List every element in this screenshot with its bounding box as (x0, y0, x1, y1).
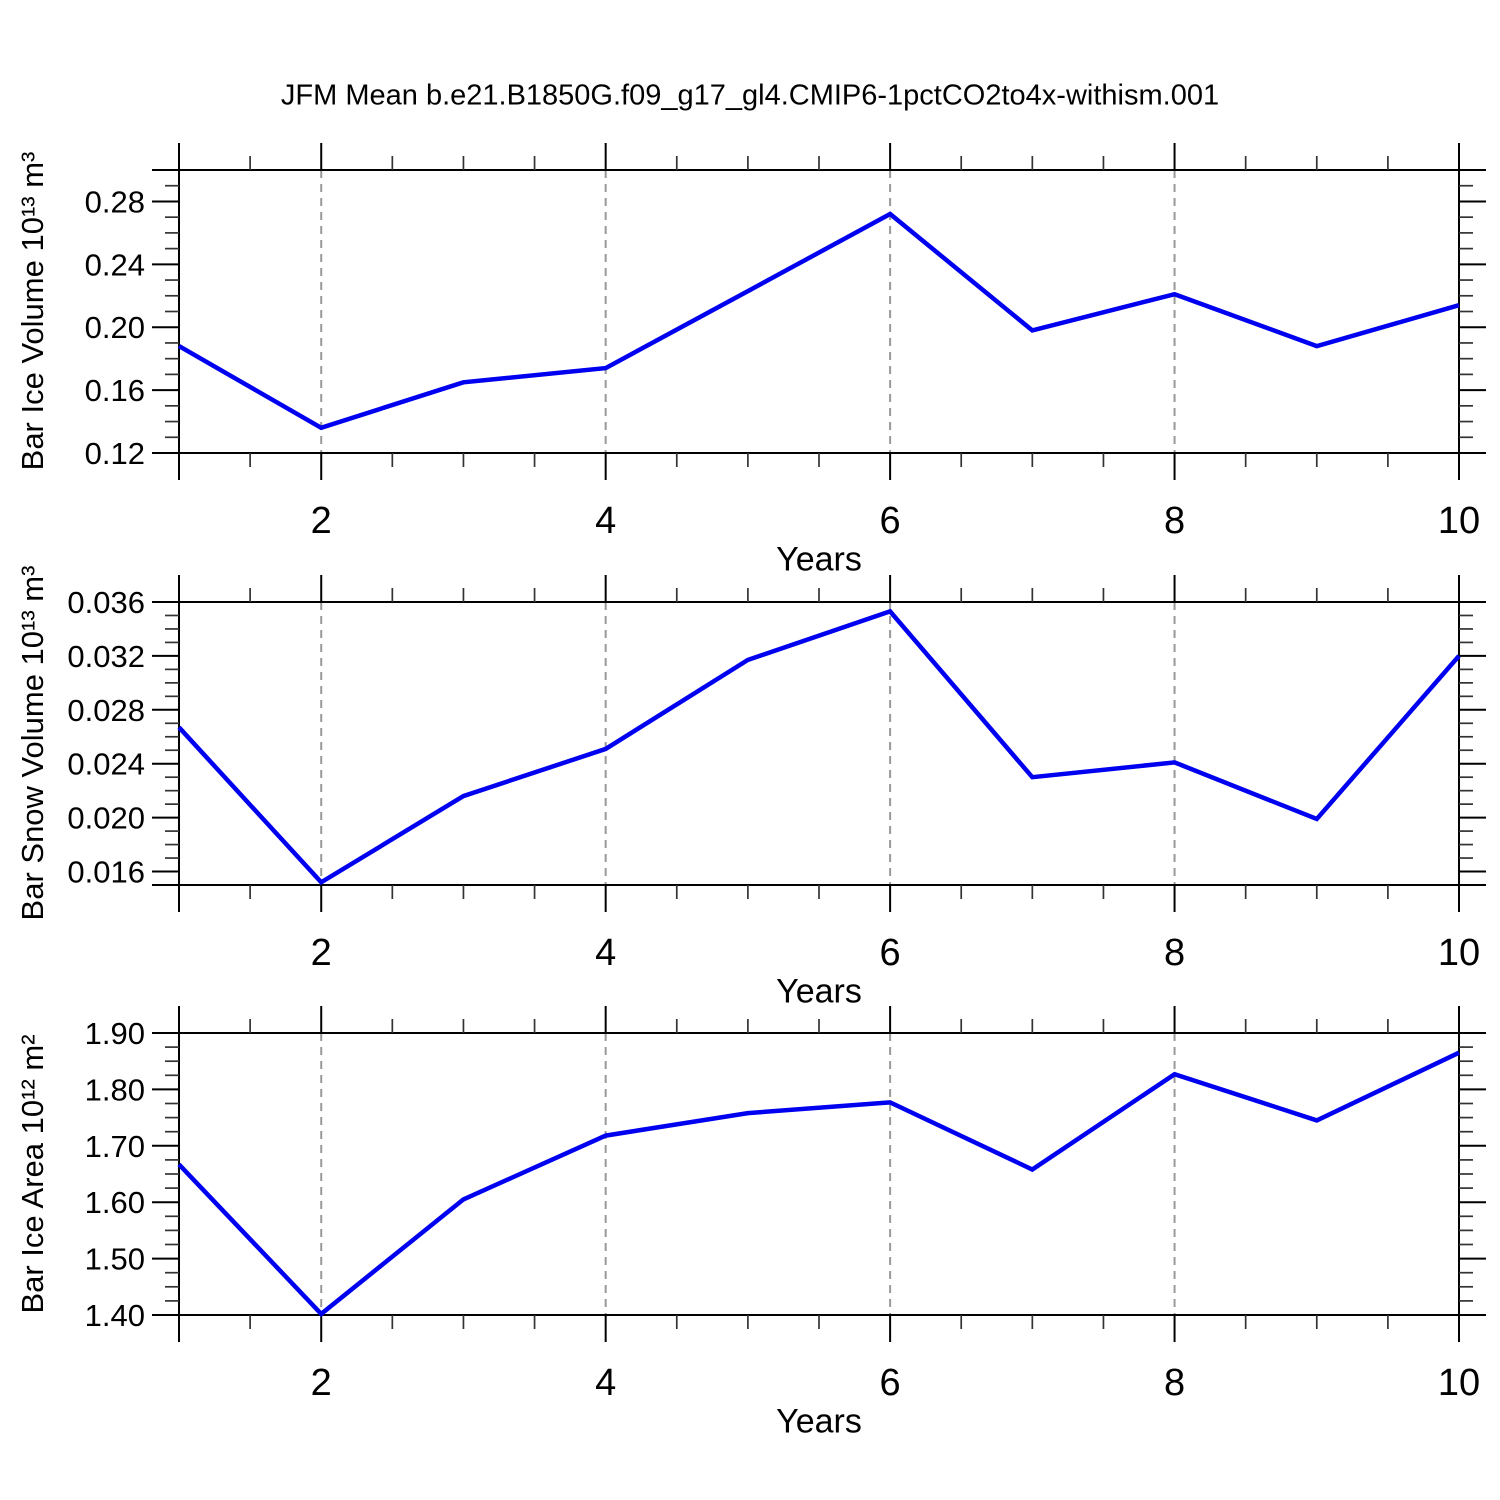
y-tick-label: 1.50 (85, 1242, 145, 1277)
x-tick-label: 2 (311, 1362, 332, 1404)
x-tick-label: 8 (1164, 1362, 1185, 1404)
y-tick-label: 0.016 (67, 855, 145, 890)
y-tick-label: 1.80 (85, 1072, 145, 1107)
y-tick-label: 1.60 (85, 1185, 145, 1220)
y-tick-label: 0.036 (67, 585, 145, 620)
x-tick-label: 8 (1164, 932, 1185, 974)
y-tick-label: 0.020 (67, 801, 145, 836)
x-tick-label: 2 (311, 932, 332, 974)
y-tick-label: 0.12 (85, 436, 145, 471)
panel-3: 1.40 1.50 1.60 1.70 1.80 1.90 2 4 6 8 10 (85, 1006, 1486, 1404)
panel-1: 0.12 0.16 0.20 0.24 0.28 2 4 6 8 10 (85, 143, 1486, 542)
data-line-series (177, 211, 1460, 431)
x-axis-label-years-panel2: Years (776, 972, 862, 1011)
y-tick-label: 0.024 (67, 747, 145, 782)
x-tick-label: 4 (595, 500, 616, 542)
x-tick-label: 6 (880, 1362, 901, 1404)
y-tick-label: 0.028 (67, 693, 145, 728)
y-tick-label: 1.40 (85, 1298, 145, 1333)
x-axis-label-years-panel1: Years (776, 540, 862, 579)
y-tick-label: 0.28 (85, 184, 145, 219)
y-tick-label: 0.20 (85, 310, 145, 345)
x-tick-label: 10 (1438, 500, 1480, 542)
x-tick-label: 10 (1438, 1362, 1480, 1404)
figure-title: JFM Mean b.e21.B1850G.f09_g17_gl4.CMIP6-… (280, 79, 1220, 112)
panel-2: 0.016 0.020 0.024 0.028 0.032 0.036 2 4 6 8 10 (67, 575, 1486, 974)
y-tick-label: 0.16 (85, 373, 145, 408)
data-line-series (177, 608, 1461, 886)
y-tick-label: 1.70 (85, 1129, 145, 1164)
x-tick-label: 6 (880, 500, 901, 542)
y-tick-label: 1.90 (85, 1016, 145, 1051)
x-tick-label: 6 (880, 932, 901, 974)
x-tick-label: 2 (311, 500, 332, 542)
x-tick-label: 10 (1438, 932, 1480, 974)
x-axis-label-years-panel3: Years (776, 1402, 862, 1441)
plot-box (178, 601, 1460, 886)
data-line-series (177, 1050, 1460, 1317)
x-tick-label: 4 (595, 1362, 616, 1404)
y-tick-label: 0.24 (85, 247, 145, 282)
x-tick-label: 4 (595, 932, 616, 974)
x-tick-label: 8 (1164, 500, 1185, 542)
y-tick-label: 0.032 (67, 639, 145, 674)
